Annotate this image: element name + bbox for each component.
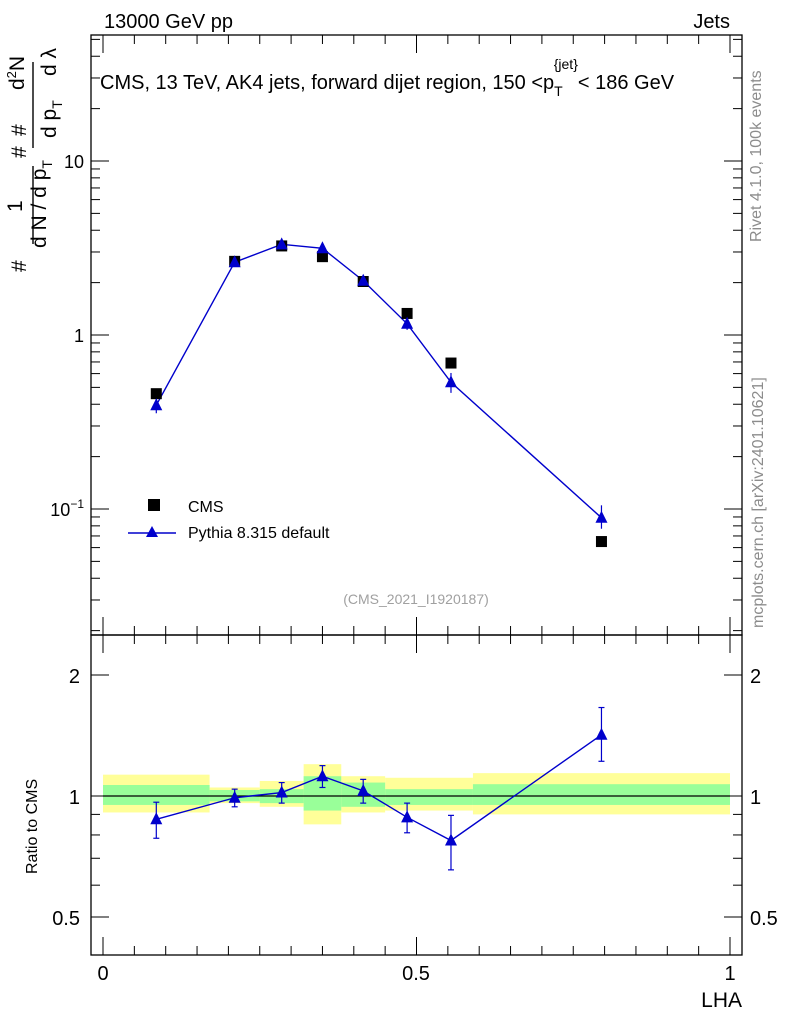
- ratio-ytick-label: 1: [69, 787, 80, 809]
- svg-text:1: 1: [4, 200, 27, 212]
- side-text-bottom: mcplots.cern.ch [arXiv:2401.10621]: [750, 377, 767, 628]
- pythia-point: [228, 255, 241, 268]
- ratio-ylabel: Ratio to CMS: [24, 779, 41, 874]
- cms-point: [150, 388, 162, 400]
- pythia-point: [357, 273, 370, 286]
- band-stat: [385, 789, 473, 805]
- ratio-point: [595, 727, 608, 740]
- side-text-top: Rivet 4.1.0, 100k events: [748, 70, 765, 242]
- cms-point: [595, 536, 607, 548]
- ratio-point: [357, 783, 370, 796]
- x-axis-label: LHA: [701, 989, 742, 1012]
- svg-text:d N / d pT: d N / d pT: [28, 160, 55, 248]
- band-stat: [472, 784, 730, 805]
- pythia-point: [275, 237, 288, 250]
- ratio-ytick-label: 0.5: [52, 908, 80, 930]
- xtick-label: 0: [97, 963, 108, 985]
- svg-text:#: #: [8, 146, 31, 158]
- header-right: Jets: [693, 11, 730, 33]
- main-ylabel: # d N / d pT 1 # d pT d λ # d2N: [4, 47, 65, 272]
- legend: CMS Pythia 8.315 default: [128, 499, 330, 542]
- svg-text:d2N: d2N: [4, 56, 29, 90]
- ratio-ytick-label-right: 1: [750, 787, 761, 809]
- ratio-point: [150, 812, 163, 825]
- legend-label-pythia: Pythia 8.315 default: [188, 525, 330, 542]
- ratio-ytick-label-right: 2: [750, 666, 761, 688]
- cms-point: [445, 357, 457, 369]
- xtick-label: 1: [724, 963, 735, 985]
- band-stat: [103, 785, 210, 805]
- pythia-point: [401, 316, 414, 329]
- cms-point: [401, 307, 413, 319]
- header-left: 13000 GeV pp: [104, 11, 233, 33]
- pythia-point: [150, 398, 163, 411]
- chart-title: CMS, 13 TeV, AK4 jets, forward dijet reg…: [100, 56, 675, 99]
- ratio-point: [401, 810, 414, 823]
- legend-marker-cms: [148, 499, 160, 511]
- main-ytick-label: 10−1: [50, 497, 84, 520]
- pythia-point: [595, 510, 608, 523]
- ratio-ytick-label-right: 0.5: [750, 908, 778, 930]
- svg-text:d pT: d pT: [38, 100, 65, 138]
- analysis-watermark: (CMS_2021_I1920187): [343, 591, 489, 607]
- main-data-layer: [150, 237, 608, 548]
- legend-label-cms: CMS: [188, 499, 224, 516]
- svg-text:#: #: [8, 124, 31, 136]
- cms-point: [316, 251, 328, 263]
- ratio-point: [228, 790, 241, 803]
- ratio-line: [156, 734, 602, 842]
- svg-text:d λ: d λ: [38, 47, 61, 76]
- ratio-point: [444, 833, 457, 846]
- ratio-point: [316, 769, 329, 782]
- main-ytick-label: 1: [74, 326, 84, 346]
- pythia-point: [316, 241, 329, 254]
- main-plot-frame: [90, 34, 743, 636]
- xtick-label: 0.5: [402, 963, 430, 985]
- ratio-uncertainty-bands: [103, 764, 730, 825]
- ratio-ytick-label: 2: [69, 666, 80, 688]
- legend-marker-pythia: [146, 526, 158, 537]
- pythia-line: [155, 243, 602, 519]
- main-ytick-label: 10: [64, 152, 84, 172]
- main-axis-ticks: [91, 35, 742, 635]
- pythia-point: [444, 375, 457, 388]
- ratio-data-layer: [150, 706, 608, 871]
- svg-text:#: #: [8, 260, 31, 272]
- ratio-point: [275, 785, 288, 798]
